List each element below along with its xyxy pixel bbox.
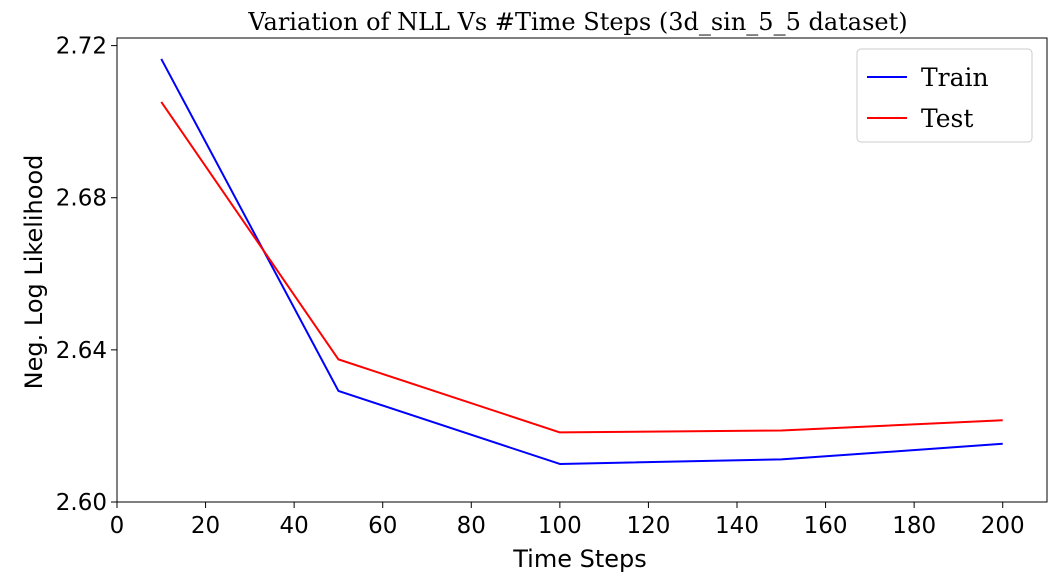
x-tick-label: 40 [280, 513, 309, 539]
x-tick-label: 160 [804, 513, 848, 539]
x-tick-label: 140 [715, 513, 759, 539]
plot-area [160, 58, 1003, 465]
y-tick-label: 2.60 [56, 490, 107, 516]
legend-label-train: Train [921, 63, 989, 92]
x-tick-label: 60 [368, 513, 397, 539]
x-tick-label: 200 [981, 513, 1025, 539]
chart-title: Variation of NLL Vs #Time Steps (3d_sin_… [247, 8, 907, 36]
x-axis-label: Time Steps [512, 545, 647, 573]
y-axis-label: Neg. Log Likelihood [20, 155, 48, 390]
x-tick-label: 20 [191, 513, 220, 539]
x-tick-label: 120 [626, 513, 670, 539]
x-tick-label: 0 [110, 513, 125, 539]
x-tick-label: 180 [892, 513, 936, 539]
legend: Train Test [856, 48, 1033, 143]
series-line-train [160, 58, 1003, 465]
y-tick-label: 2.64 [56, 338, 107, 364]
series-line-test [160, 101, 1003, 434]
x-tick-label: 100 [538, 513, 582, 539]
legend-label-test: Test [921, 104, 973, 133]
axes: 0 20 40 60 80 100 120 140 160 180 200 2.60 2.64 2.68 2… [56, 34, 1048, 539]
y-tick-label: 2.72 [56, 34, 107, 60]
axes-frame [116, 37, 1048, 503]
y-tick-label: 2.68 [56, 186, 107, 212]
x-tick-label: 80 [457, 513, 486, 539]
